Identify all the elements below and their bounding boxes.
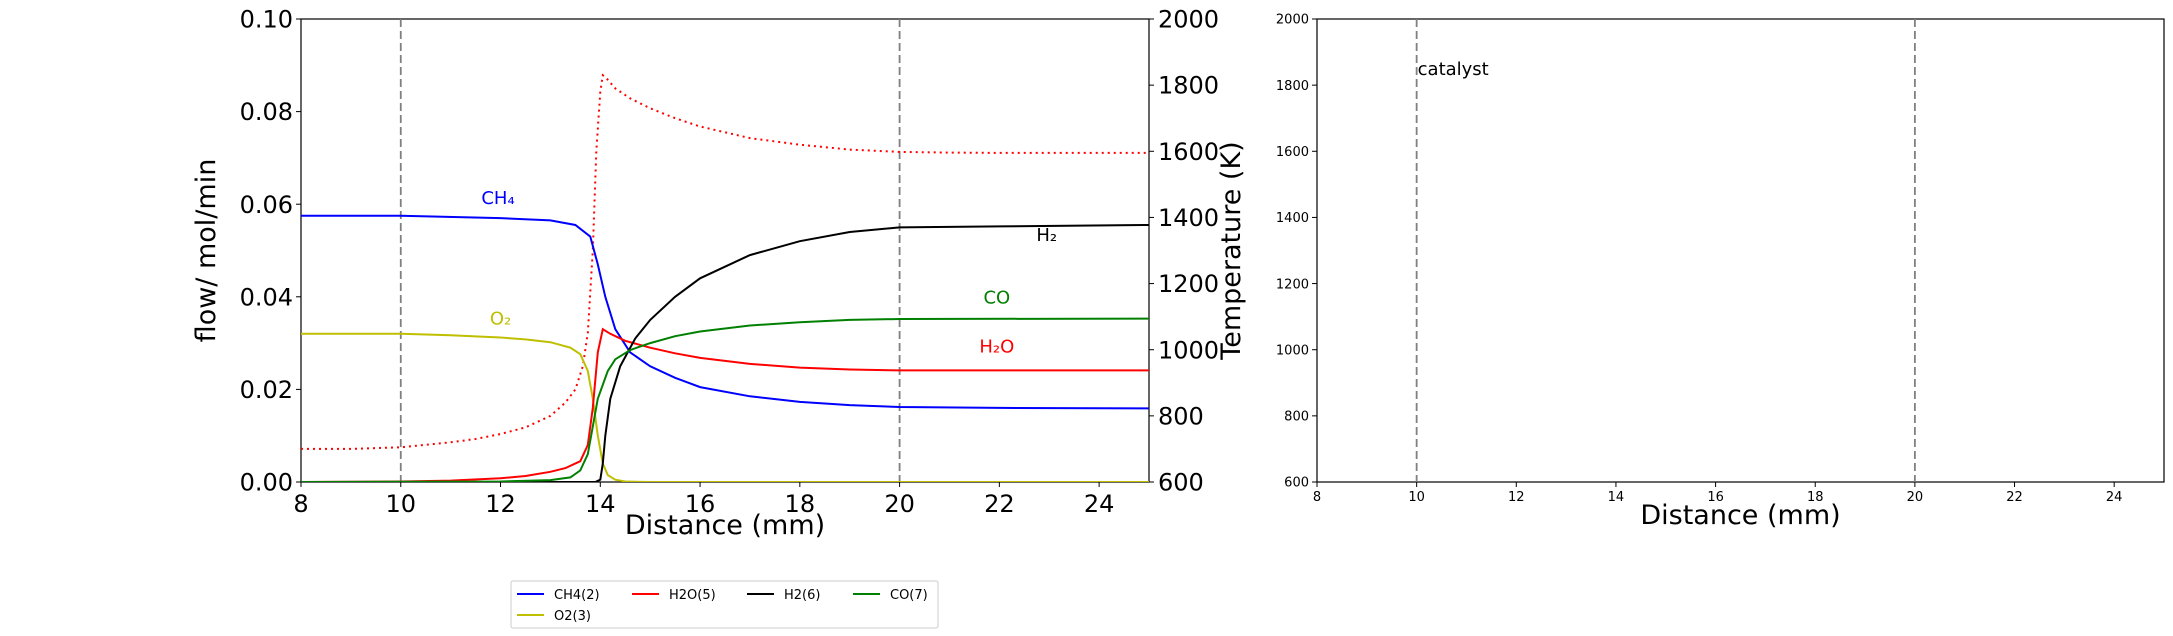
x-tick-label: 24 — [2106, 490, 2123, 505]
x-axis-label: Distance (mm) — [625, 510, 825, 541]
y-tick-label: 0.10 — [240, 6, 293, 34]
legend-label: CO(7) — [890, 588, 928, 603]
legend-label: O2(3) — [554, 609, 591, 624]
x-tick-label: 12 — [1508, 490, 1525, 505]
y-tick-label: 1600 — [1276, 145, 1309, 160]
y-tick-label: 0.04 — [240, 283, 293, 311]
x-tick-label: 8 — [1313, 490, 1321, 505]
y-axis-label: flow/ mol/min — [191, 159, 222, 343]
x-tick-label: 24 — [1084, 490, 1115, 518]
x-tick-label: 14 — [585, 490, 616, 518]
x-tick-label: 18 — [1807, 490, 1824, 505]
x-tick-label: 16 — [1707, 490, 1724, 505]
series-annotation: CH₄ — [481, 188, 514, 209]
legend-label: CH4(2) — [554, 588, 600, 603]
y2-tick-label: 1000 — [1158, 336, 1219, 364]
y2-tick-label: 1600 — [1158, 138, 1219, 166]
x-tick-label: 12 — [485, 490, 516, 518]
y-tick-label: 0.00 — [240, 469, 293, 497]
catalyst-annotation: catalyst — [1418, 59, 1489, 80]
series-line-ch42 — [301, 214, 1149, 410]
x-tick-label: 10 — [1408, 490, 1425, 505]
plot-area-frame — [300, 18, 1150, 483]
x-tick-label: 16 — [685, 490, 716, 518]
series-line-h2o5 — [301, 327, 1149, 482]
y-tick-label: 2000 — [1276, 13, 1309, 28]
y-tick-label: 600 — [1284, 476, 1309, 491]
y2-tick-label: 600 — [1158, 469, 1204, 497]
y-tick-label: 0.02 — [240, 376, 293, 404]
y-tick-label: 800 — [1284, 410, 1309, 425]
legend: CH4(2) H2O(5) H2(6) CO(7) O2(3) — [510, 580, 939, 629]
x-tick-label: 8 — [293, 490, 308, 518]
y-tick-label: 1400 — [1276, 211, 1309, 226]
y2-tick-label: 1200 — [1158, 270, 1219, 298]
legend-box — [510, 580, 939, 629]
series-annotation: O₂ — [490, 309, 511, 330]
y-tick-label: 1200 — [1276, 277, 1309, 292]
y2-axis-label: Temperature (K) — [1216, 141, 1247, 360]
x-tick-label: 20 — [1907, 490, 1924, 505]
y2-tick-label: 1400 — [1158, 204, 1219, 232]
y-tick-label: 0.08 — [240, 98, 293, 126]
x-tick-label: 10 — [385, 490, 416, 518]
x-tick-label: 18 — [785, 490, 816, 518]
x-tick-label: 22 — [984, 490, 1015, 518]
y-tick-label: 0.06 — [240, 191, 293, 219]
legend-label: H2O(5) — [669, 588, 716, 603]
series-line-o23 — [301, 332, 1149, 482]
y2-tick-label: 800 — [1158, 402, 1204, 430]
temperature-series-line — [301, 73, 1149, 450]
y-tick-label: 1000 — [1276, 343, 1309, 358]
series-line-h26 — [301, 224, 1149, 482]
flow-temperature-chart: 8 10 12 14 16 18 20 22 24 0.00 0.02 0.04 0.06 0.08 0.1… — [191, 6, 1247, 541]
y2-tick-label: 1800 — [1158, 72, 1219, 100]
series-annotation: H₂ — [1036, 225, 1057, 246]
legend-label: H2(6) — [784, 588, 820, 603]
x-axis-label: Distance (mm) — [1640, 500, 1840, 531]
y2-tick-label: 2000 — [1158, 6, 1219, 34]
y-tick-label: 1800 — [1276, 79, 1309, 94]
x-tick-label: 20 — [884, 490, 915, 518]
x-tick-label: 22 — [2006, 490, 2023, 505]
series-annotation: CO — [983, 288, 1010, 309]
series-annotation: H₂O — [979, 336, 1014, 357]
series-line-co7 — [301, 317, 1149, 482]
x-tick-label: 14 — [1608, 490, 1625, 505]
temperature-catalyst-chart: 8 10 12 14 16 18 20 22 24 600 800 1000 1200 1400 1600 1… — [1276, 13, 2165, 531]
plot-area-frame — [1316, 18, 2165, 483]
